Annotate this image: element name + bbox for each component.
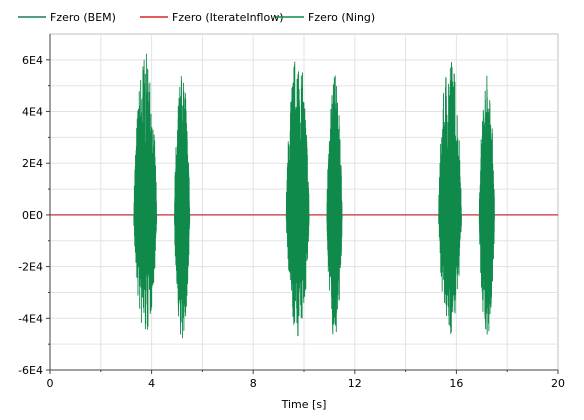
x-tick-label: 16 bbox=[449, 377, 463, 390]
axes: 0 4 8 12 16 20 -6E4 -4E4 -2E4 0E0 2E4 4E4 6E4 bbox=[18, 34, 565, 390]
x-tick-label: 0 bbox=[47, 377, 54, 390]
legend-entry: Fzero (Ning) bbox=[308, 11, 375, 24]
legend-entry: Fzero (BEM) bbox=[50, 11, 116, 24]
x-tick-label: 12 bbox=[348, 377, 362, 390]
series-line-3 bbox=[133, 53, 495, 339]
y-tick-label: -2E4 bbox=[18, 261, 43, 274]
y-tick-label: -6E4 bbox=[18, 364, 43, 377]
x-tick-label: 20 bbox=[551, 377, 565, 390]
y-tick-label: 4E4 bbox=[22, 106, 43, 119]
y-tick-label: 2E4 bbox=[22, 157, 43, 170]
plot-area bbox=[50, 53, 558, 339]
y-tick-label: 6E4 bbox=[22, 54, 43, 67]
x-tick-label: 8 bbox=[250, 377, 257, 390]
x-axis-label: Time [s] bbox=[281, 398, 327, 411]
x-tick-label: 4 bbox=[148, 377, 155, 390]
y-tick-label: -4E4 bbox=[18, 312, 43, 325]
y-tick-label: 0E0 bbox=[22, 209, 43, 222]
legend-entry: Fzero (IterateInflow) bbox=[172, 11, 284, 24]
legend: Fzero (BEM) Fzero (IterateInflow) Fzero (N… bbox=[18, 11, 375, 24]
